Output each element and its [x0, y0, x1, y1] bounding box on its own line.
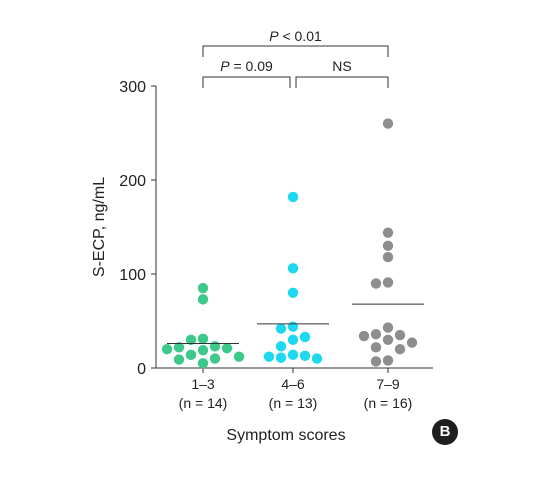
- significance-bracket: [202, 76, 291, 88]
- data-point: [382, 240, 394, 251]
- data-point: [394, 329, 406, 341]
- significance-label: P < 0.01: [269, 28, 322, 44]
- data-point: [370, 342, 382, 353]
- data-points: [161, 118, 418, 369]
- data-point: [233, 351, 245, 362]
- x-tick-n-label: (n = 13): [269, 395, 318, 411]
- x-axis: 1–3 (n = 14) 4–6 (n = 13) 7–9 (n = 16) Sympto…: [156, 367, 433, 444]
- y-ticks: 0 100 200 300: [119, 79, 156, 378]
- data-point: [197, 358, 209, 369]
- y-tick-label: 200: [119, 173, 146, 190]
- data-point: [382, 334, 394, 345]
- significance-bracket: [202, 45, 389, 57]
- significance-label: P = 0.09: [220, 58, 273, 74]
- y-axis-label: S-ECP, ng/mL: [91, 177, 108, 277]
- data-point: [382, 322, 394, 333]
- x-ticks: 1–3 (n = 14) 4–6 (n = 13) 7–9 (n = 16): [179, 368, 413, 411]
- data-point: [275, 323, 287, 334]
- data-point: [311, 353, 323, 364]
- y-tick-label: 300: [119, 79, 146, 96]
- x-tick-n-label: (n = 16): [364, 395, 413, 411]
- data-point: [382, 251, 394, 263]
- data-point: [209, 353, 221, 364]
- p-symbol: P: [220, 58, 230, 74]
- y-tick-label: 0: [137, 361, 146, 378]
- data-point: [287, 349, 299, 361]
- data-point: [263, 351, 275, 362]
- data-point: [382, 118, 394, 129]
- data-point: [197, 333, 209, 345]
- p-value: = 0.09: [230, 58, 273, 74]
- x-tick-label: 4–6: [281, 376, 305, 392]
- data-point: [209, 341, 221, 352]
- significance-bracket: [295, 76, 389, 88]
- data-point: [382, 355, 394, 366]
- data-point: [185, 349, 197, 361]
- data-point: [197, 294, 209, 305]
- data-point: [299, 350, 311, 361]
- data-point: [275, 341, 287, 352]
- data-point: [161, 344, 173, 355]
- data-point: [185, 334, 197, 345]
- data-point: [287, 321, 299, 332]
- data-point: [287, 287, 299, 298]
- data-point: [370, 278, 382, 289]
- data-point: [197, 282, 209, 294]
- panel-label-badge: B: [432, 419, 458, 445]
- x-tick-label: 1–3: [191, 376, 215, 392]
- data-point: [358, 330, 370, 342]
- data-point: [287, 191, 299, 203]
- p-value: < 0.01: [279, 28, 322, 44]
- data-point: [406, 337, 418, 348]
- x-tick-label: 7–9: [376, 376, 400, 392]
- data-point: [221, 343, 233, 354]
- data-point: [197, 344, 209, 356]
- data-point: [370, 328, 382, 340]
- x-axis-label: Symptom scores: [226, 427, 345, 444]
- data-point: [287, 334, 299, 345]
- p-value: NS: [332, 58, 351, 74]
- data-point: [173, 342, 185, 353]
- y-axis: 0 100 200 300 S-ECP, ng/mL: [91, 79, 157, 378]
- median-lines: [167, 303, 424, 345]
- significance-brackets: P < 0.01P = 0.09 NS: [202, 28, 389, 88]
- data-point: [287, 263, 299, 274]
- y-tick-label: 100: [119, 267, 146, 284]
- data-point: [382, 277, 394, 288]
- data-point: [275, 352, 287, 363]
- significance-label: NS: [332, 58, 351, 74]
- x-tick-n-label: (n = 14): [179, 395, 228, 411]
- data-point: [382, 227, 394, 238]
- p-symbol: P: [269, 28, 279, 44]
- data-point: [394, 344, 406, 355]
- data-point: [299, 331, 311, 343]
- data-point: [173, 354, 185, 365]
- data-point: [370, 356, 382, 367]
